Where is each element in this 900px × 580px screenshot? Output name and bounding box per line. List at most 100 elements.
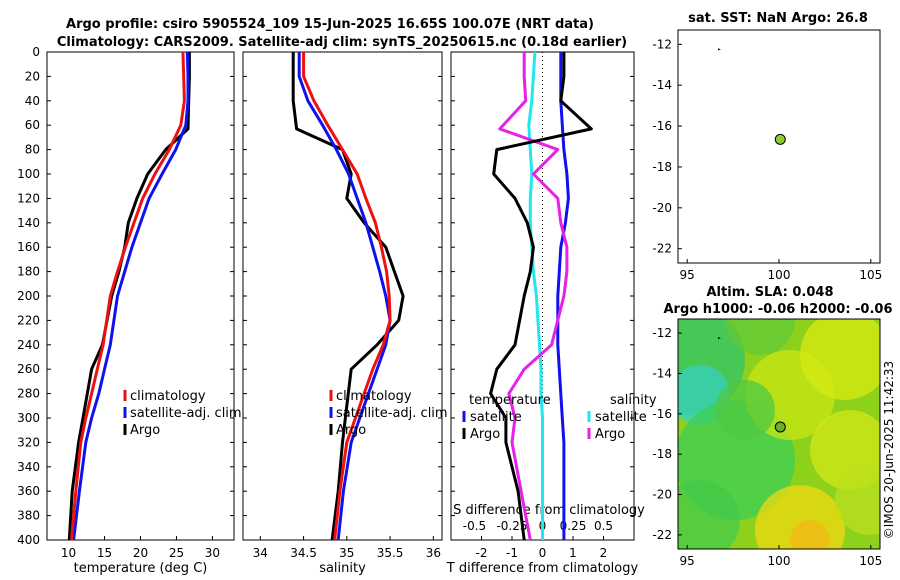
y-tick-label: 380 bbox=[17, 509, 40, 523]
y-tick-label: -20 bbox=[652, 201, 672, 215]
legend-label: Argo bbox=[130, 423, 160, 438]
y-tick-label: 340 bbox=[17, 460, 40, 474]
x-tick-label: -1 bbox=[506, 546, 518, 560]
y-tick-label: 200 bbox=[17, 289, 40, 303]
y-tick-label: 260 bbox=[17, 362, 40, 376]
y-tick-label: 120 bbox=[17, 191, 40, 205]
y-tick-label: 100 bbox=[17, 167, 40, 181]
x-tick-label: 95 bbox=[680, 554, 695, 568]
heatmap-blob bbox=[790, 520, 830, 549]
series-line-temperature-argo bbox=[489, 52, 593, 541]
x-tick-label: 1 bbox=[569, 546, 577, 560]
legend-label: Argo bbox=[470, 427, 500, 442]
y-tick-label: 40 bbox=[25, 94, 40, 108]
y-tick-label: 60 bbox=[25, 118, 40, 132]
x-tick-label: 2 bbox=[600, 546, 608, 560]
panel-temperature: 0 20 40 60 80 100 120 140 160 180 200 220 240 260 280 3… bbox=[17, 45, 242, 576]
heatmap-blob bbox=[725, 319, 795, 355]
x-axis-label: salinity bbox=[319, 561, 366, 576]
x-tick-label: 25 bbox=[169, 546, 184, 560]
panel-salinity: 34 34.5 35 35.5 36 salinity climatology satelli… bbox=[242, 51, 448, 576]
heatmap-blob bbox=[715, 380, 775, 440]
x-tick-label: 34 bbox=[253, 546, 268, 560]
legend-label: satellite bbox=[470, 410, 522, 425]
x-tick-label: 15 bbox=[97, 546, 112, 560]
y-tick-label: -16 bbox=[652, 119, 672, 133]
small-marker-icon bbox=[718, 48, 721, 51]
legend-label: Argo bbox=[595, 427, 625, 442]
top-x-tick-label: 0.5 bbox=[594, 519, 613, 533]
y-tick-label: 240 bbox=[17, 338, 40, 352]
x-tick-label: 35.5 bbox=[377, 546, 404, 560]
map-sst_map: 95 100 105 -12 -14 -16 -18 -20 -22 bbox=[652, 29, 882, 282]
legend-label: satellite-adj. clim bbox=[336, 406, 448, 421]
sla-map-title-1: Altim. SLA: 0.048 bbox=[707, 285, 834, 300]
legend-label: satellite bbox=[595, 410, 647, 425]
sla-map-title-2: Argo h1000: -0.06 h2000: -0.06 bbox=[663, 302, 892, 317]
y-tick-label: -12 bbox=[652, 326, 672, 340]
series-line-temperature-satellite bbox=[556, 52, 570, 540]
series-line-climatology bbox=[302, 52, 392, 541]
y-tick-label: 180 bbox=[17, 265, 40, 279]
x-tick-label: 105 bbox=[859, 268, 882, 282]
series-line-satellite-adj-clim bbox=[297, 52, 392, 541]
y-tick-label: 360 bbox=[17, 484, 40, 498]
x-tick-label: 0 bbox=[539, 546, 547, 560]
top-x-tick-label: 0.25 bbox=[560, 519, 587, 533]
title-line-2: Climatology: CARS2009. Satellite-adj cli… bbox=[57, 35, 627, 50]
x-tick-label: 36 bbox=[426, 546, 441, 560]
series-line-climatology bbox=[70, 51, 186, 541]
small-marker-icon bbox=[718, 337, 721, 340]
y-tick-label: -18 bbox=[652, 447, 672, 461]
x-tick-label: -2 bbox=[476, 546, 488, 560]
series-line-satellite-adj-clim bbox=[72, 51, 190, 541]
argo-position-marker bbox=[774, 133, 786, 145]
x-tick-label: 10 bbox=[61, 546, 76, 560]
legend-label: satellite-adj. clim bbox=[130, 406, 242, 421]
series-line-argo bbox=[291, 52, 405, 541]
series-line-salinity-satellite bbox=[527, 51, 544, 540]
heatmap-blob bbox=[678, 480, 740, 549]
x-tick-label: 105 bbox=[859, 554, 882, 568]
top-x-axis-label: S difference from climatology bbox=[453, 503, 645, 518]
x-tick-label: 34.5 bbox=[290, 546, 317, 560]
heatmap-blob bbox=[835, 465, 880, 535]
series-line-argo bbox=[67, 52, 191, 541]
map-frame bbox=[677, 29, 881, 264]
legend-label: climatology bbox=[336, 389, 412, 404]
x-tick-label: 30 bbox=[205, 546, 220, 560]
y-tick-label: 300 bbox=[17, 411, 40, 425]
y-tick-label: -14 bbox=[652, 366, 672, 380]
x-tick-label: 100 bbox=[768, 554, 791, 568]
legend-label: climatology bbox=[130, 389, 206, 404]
y-tick-label: 220 bbox=[17, 313, 40, 327]
y-tick-label: -18 bbox=[652, 160, 672, 174]
top-x-tick-label: -0.5 bbox=[463, 519, 486, 533]
x-tick-label: 35 bbox=[339, 546, 354, 560]
y-tick-label: 320 bbox=[17, 435, 40, 449]
heatmap-blob bbox=[800, 319, 880, 400]
panel-difference: -2 -1 0 1 2T difference from climatology -0.5… bbox=[446, 51, 657, 576]
legend-title: salinity bbox=[610, 393, 657, 408]
y-tick-label: 280 bbox=[17, 387, 40, 401]
heatmap-field bbox=[678, 319, 880, 549]
x-axis-label: temperature (deg C) bbox=[74, 561, 208, 576]
x-tick-label: 95 bbox=[680, 268, 695, 282]
top-x-tick-label: -0.25 bbox=[496, 519, 527, 533]
x-tick-label: 100 bbox=[768, 268, 791, 282]
y-tick-label: 0 bbox=[32, 45, 40, 59]
y-tick-label: 400 bbox=[17, 533, 40, 547]
y-tick-label: -14 bbox=[652, 78, 672, 92]
y-tick-label: -16 bbox=[652, 407, 672, 421]
x-tick-label: 20 bbox=[133, 546, 148, 560]
y-tick-label: 160 bbox=[17, 240, 40, 254]
map-sla_map: 95 100 105 -12 -14 -16 -18 -20 -22 bbox=[652, 318, 882, 568]
y-tick-label: 80 bbox=[25, 143, 40, 157]
sst-map-title: sat. SST: NaN Argo: 26.8 bbox=[688, 11, 868, 26]
x-axis-label: T difference from climatology bbox=[446, 561, 639, 576]
timestamp-label: ©IMOS 20-Jun-2025 11:42:33 bbox=[882, 361, 896, 539]
y-tick-label: 20 bbox=[25, 69, 40, 83]
title-line-1: Argo profile: csiro 5905524_109 15-Jun-2… bbox=[66, 17, 594, 32]
y-tick-label: 140 bbox=[17, 216, 40, 230]
